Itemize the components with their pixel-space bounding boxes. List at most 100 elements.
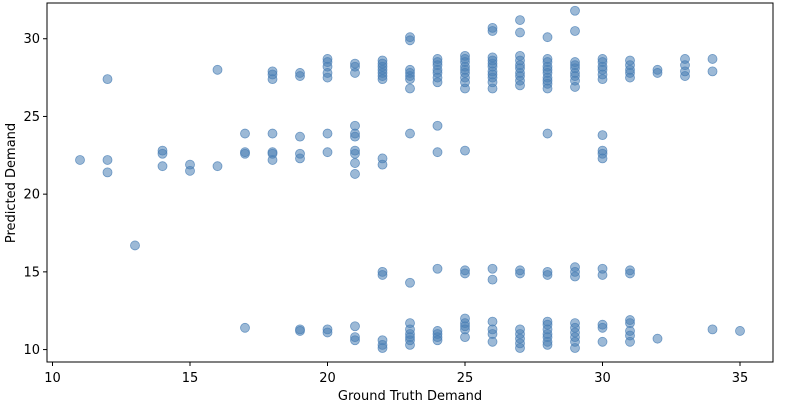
data-point [570, 343, 580, 353]
data-point [487, 274, 498, 285]
data-point [240, 128, 250, 139]
data-point [542, 32, 553, 43]
data-point [102, 155, 113, 165]
data-point [625, 268, 635, 279]
data-point [487, 26, 498, 36]
data-point [597, 130, 608, 140]
data-point [597, 322, 608, 333]
data-point [405, 128, 415, 139]
data-point [542, 340, 553, 350]
data-point [680, 71, 690, 81]
data-point [75, 155, 85, 165]
x-tick-label: 20 [319, 371, 336, 386]
data-point [405, 74, 415, 85]
data-point [377, 343, 388, 353]
data-point [570, 5, 580, 16]
data-point [185, 165, 195, 176]
data-point [515, 343, 525, 353]
data-point [460, 268, 470, 279]
data-point [597, 336, 608, 347]
data-point [130, 240, 140, 251]
data-point [405, 83, 415, 94]
data-point [322, 327, 333, 338]
data-point [350, 158, 360, 168]
data-point [267, 74, 278, 85]
points-layer [75, 5, 745, 353]
data-point [432, 77, 443, 88]
plot-area-frame [46, 2, 774, 363]
data-point [460, 332, 470, 343]
data-point [350, 68, 360, 78]
data-point [322, 128, 333, 139]
data-point [267, 155, 278, 165]
data-point [350, 148, 360, 159]
data-point [157, 148, 168, 159]
data-point [377, 74, 388, 85]
y-tick-label: 15 [23, 265, 40, 280]
y-tick-label: 25 [23, 110, 40, 125]
data-point [267, 128, 278, 139]
data-point [350, 335, 360, 346]
data-point [295, 131, 305, 142]
data-point [405, 35, 415, 46]
data-point [102, 167, 113, 178]
data-point [212, 161, 223, 172]
data-point [707, 66, 718, 77]
data-point [515, 15, 525, 25]
data-point [102, 74, 113, 85]
data-point [542, 83, 553, 94]
ticks-layer: 10 15 20 25 30 35 10 15 20 25 30 [23, 32, 748, 386]
data-point [570, 26, 580, 36]
data-point [432, 263, 443, 274]
y-axis-title: Predicted Demand [4, 123, 19, 243]
data-point [432, 335, 443, 346]
data-point [542, 270, 553, 280]
data-point [487, 263, 498, 274]
data-point [570, 271, 580, 282]
data-point [322, 72, 333, 83]
data-point [515, 80, 525, 91]
data-point [240, 148, 250, 159]
data-point [707, 54, 718, 64]
data-point [350, 321, 360, 332]
data-point [212, 64, 223, 75]
data-point [515, 27, 525, 38]
x-tick-label: 25 [457, 371, 474, 386]
data-point [542, 128, 553, 139]
x-tick-label: 10 [44, 371, 61, 386]
data-point [707, 324, 718, 335]
data-point [432, 120, 443, 131]
data-point [240, 322, 250, 333]
data-point [377, 159, 388, 170]
x-tick-label: 30 [594, 371, 611, 386]
data-point [487, 336, 498, 347]
data-point [350, 169, 360, 179]
data-point [597, 270, 608, 280]
data-point [432, 147, 443, 158]
data-point [295, 71, 305, 81]
data-point [157, 161, 168, 172]
data-point [460, 145, 470, 156]
data-point [322, 147, 333, 158]
data-point [460, 83, 470, 94]
data-point [597, 153, 608, 164]
data-point [652, 333, 663, 344]
data-point [515, 268, 525, 279]
data-point [405, 340, 415, 350]
data-point [735, 326, 745, 336]
data-point [295, 326, 305, 336]
data-point [487, 83, 498, 94]
y-tick-label: 30 [23, 32, 40, 47]
data-point [625, 72, 635, 83]
data-point [570, 82, 580, 92]
x-axis-title: Ground Truth Demand [338, 389, 482, 404]
x-tick-label: 15 [182, 371, 199, 386]
data-point [405, 277, 415, 288]
y-tick-label: 10 [23, 343, 40, 358]
data-point [295, 153, 305, 164]
data-point [597, 74, 608, 85]
data-point [625, 336, 635, 347]
data-point [377, 270, 388, 280]
